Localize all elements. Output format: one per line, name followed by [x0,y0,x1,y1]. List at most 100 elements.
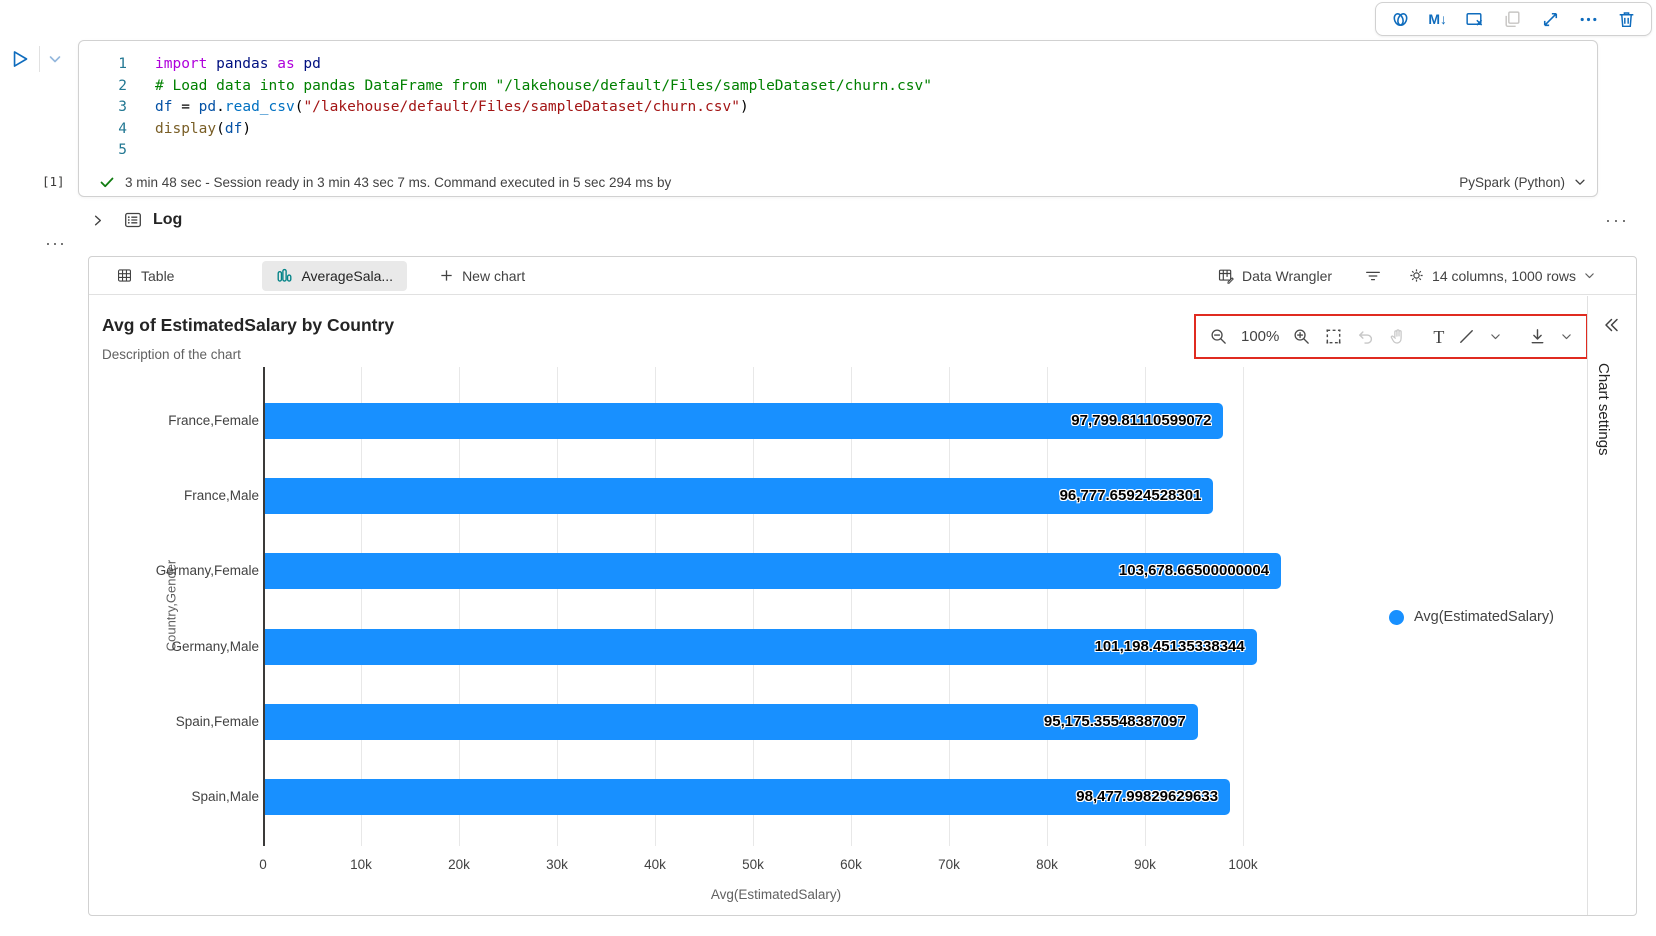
code-text: import pandas as pd [155,56,321,72]
gridline [459,367,460,846]
y-category-label: Spain,Female [175,713,259,729]
bar[interactable] [265,779,1231,815]
cell-status-bar: 3 min 48 sec - Session ready in 3 min 43… [79,169,1597,195]
y-category-label: Germany,Male [171,638,259,654]
bar[interactable] [265,703,1198,740]
x-tick-label: 80k [1036,857,1058,872]
gear-icon [1410,269,1423,282]
bar-value-label: 103,678.66500000004 [1118,562,1270,580]
columns-info-label: 14 columns, 1000 rows [1432,267,1576,284]
divider [39,46,40,72]
copilot-icon[interactable] [1390,9,1411,30]
more-actions-icon[interactable] [1578,9,1599,30]
code-editor[interactable]: 1 import pandas as pd 2 # Load data into pa… [79,41,1597,162]
download-chevron-icon[interactable] [1560,330,1573,343]
chart-settings-label[interactable]: Chart settings [1595,363,1612,456]
x-axis-label: Avg(EstimatedSalary) [710,887,842,902]
success-check-icon [99,174,115,190]
log-more-button[interactable]: ··· [1605,210,1629,230]
x-tick-label: 60k [840,857,862,872]
pan-hand-icon [1388,327,1407,346]
filter-icon[interactable] [1364,267,1382,285]
bar[interactable] [265,403,1224,439]
gridline [949,367,950,846]
gridline [753,367,754,846]
gridline [1047,367,1048,846]
line-number: 3 [118,99,127,115]
output-tabbar: Table AverageSala... New chart [89,257,1636,295]
y-axis-line [263,367,265,846]
expand-cell-icon[interactable] [1540,9,1561,30]
copy-output-icon [1502,9,1523,30]
gridline [1243,367,1244,846]
execution-status-text: 3 min 48 sec - Session ready in 3 min 43… [125,174,672,190]
bar-chart-plot: Country,Gender Avg(EstimatedSalary) Avg(… [89,257,1636,915]
y-category-label: France,Female [168,413,259,428]
legend-marker [1389,609,1404,625]
code-text: df = pd.read_csv("/lakehouse/default/Fil… [155,99,749,115]
convert-to-markdown-icon[interactable]: M↓ [1428,11,1447,27]
data-wrangler-icon [1218,269,1234,284]
zoom-in-icon[interactable] [1292,327,1311,346]
divider [1587,296,1588,915]
line-tool-chevron-icon[interactable] [1489,330,1502,343]
log-section-header: Log ··· [88,203,1637,237]
text-annotation-tool[interactable]: T [1433,326,1445,347]
data-wrangler-button[interactable]: Data Wrangler [1217,267,1332,285]
columns-settings[interactable]: 14 columns, 1000 rows [1408,267,1596,284]
plus-icon [441,270,452,281]
zoom-out-icon[interactable] [1209,327,1228,346]
bar-value-label: 96,777.65924528301 [1059,487,1202,505]
marquee-select-icon[interactable] [1324,327,1343,346]
log-list-icon [123,210,143,230]
code-text: display(df) [155,120,252,137]
x-tick-label: 20k [448,857,470,872]
y-category-label: Spain,Male [191,789,259,804]
zoom-level[interactable]: 100% [1241,328,1280,345]
gridline [557,367,558,846]
line-number: 2 [118,77,127,94]
code-line[interactable]: 5 [79,140,1597,162]
run-options-chevron-icon[interactable] [47,51,63,67]
log-label[interactable]: Log [153,211,183,228]
bar-value-label: 98,477.99829629633 [1076,788,1219,805]
bar-chart-icon [277,268,292,282]
gridline [655,367,656,846]
clear-output-icon[interactable] [1464,9,1485,30]
tab-new-chart-label: New chart [462,267,526,284]
code-line[interactable]: 1 import pandas as pd [79,54,1597,76]
download-icon[interactable] [1528,327,1547,346]
output-more-button[interactable]: ··· [45,233,66,253]
line-annotation-tool[interactable] [1457,327,1476,346]
kernel-name: PySpark (Python) [1459,174,1565,190]
legend[interactable]: Avg(EstimatedSalary) [1389,609,1554,625]
tab-chart-selected[interactable]: AverageSala... [262,260,408,291]
expand-settings-chevrons-icon[interactable] [1601,315,1621,335]
bar[interactable] [265,628,1257,665]
bar-value-label: 101,198.45135338344 [1094,637,1245,655]
tab-new-chart[interactable]: New chart [431,261,533,291]
chart-title: Avg of EstimatedSalary by Country [102,315,395,335]
cell-toolbar: M↓ [1375,2,1652,36]
execution-count: [1] [42,174,65,189]
code-line[interactable]: 3 df = pd.read_csv("/lakehouse/default/Fi… [79,97,1597,119]
x-tick-label: 50k [742,857,764,872]
delete-cell-icon[interactable] [1616,9,1637,30]
x-tick-label: 100k [1228,857,1258,872]
code-line[interactable]: 2 # Load data into pandas DataFrame from … [79,76,1597,98]
table-icon [117,269,132,282]
kernel-selector[interactable]: PySpark (Python) [1459,175,1587,190]
tab-table[interactable]: Table [108,261,182,291]
bar[interactable] [265,553,1282,590]
bar[interactable] [265,478,1214,515]
undo-icon [1356,327,1375,346]
bar-value-label: 97,799.81110599072 [1071,412,1212,429]
code-cell[interactable]: 1 import pandas as pd 2 # Load data into pa… [78,40,1598,197]
x-tick-label: 10k [350,857,372,872]
run-cell-button[interactable] [8,47,32,71]
run-controls [8,46,63,72]
y-category-label: Germany,Female [155,563,259,579]
code-line[interactable]: 4 display(df) [79,119,1597,141]
chart-subtitle: Description of the chart [102,347,241,362]
log-expand-chevron-icon[interactable] [90,213,105,228]
